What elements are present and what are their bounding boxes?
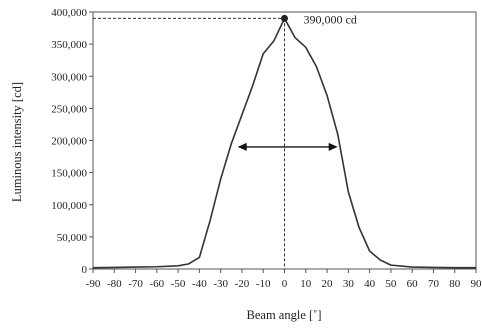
- beam-width-arrowhead-left: [237, 142, 247, 151]
- y-axis-title: Luminous intensity [cd]: [10, 82, 24, 202]
- x-tick-label: -60: [149, 278, 164, 290]
- x-tick-label: -30: [213, 278, 228, 290]
- x-tick-label: 90: [471, 278, 482, 290]
- y-tick-label: 0: [82, 264, 88, 276]
- x-tick-label: -10: [256, 278, 271, 290]
- x-tick-label: -70: [128, 278, 143, 290]
- x-tick-label: -90: [86, 278, 101, 290]
- x-tick-label: -20: [235, 278, 250, 290]
- beam-width-arrowhead-right: [328, 142, 338, 151]
- x-tick-label: 70: [428, 278, 440, 290]
- y-tick-label: 200,000: [51, 136, 87, 148]
- x-tick-label: -40: [192, 278, 207, 290]
- x-axis-ticks: -90 -80 -70 -60 -50 -40 -30 -20 -10 0 10 20 30 40 50 60…: [86, 269, 482, 290]
- x-tick-label: -80: [107, 278, 122, 290]
- y-tick-label: 150,000: [51, 168, 87, 180]
- y-tick-label: 250,000: [51, 103, 87, 115]
- y-tick-label: 50,000: [57, 232, 88, 244]
- y-tick-label: 350,000: [51, 39, 87, 51]
- x-tick-label: 80: [449, 278, 461, 290]
- x-tick-label: 60: [407, 278, 419, 290]
- peak-label: 390,000 cd: [304, 12, 357, 26]
- y-tick-label: 300,000: [51, 71, 87, 83]
- y-axis-ticks: 0 50,000 100,000 150,000 200,000 250,000 300,0…: [51, 7, 93, 276]
- x-tick-label: 10: [300, 278, 312, 290]
- x-tick-label: 50: [385, 278, 397, 290]
- x-tick-label: 20: [322, 278, 334, 290]
- x-tick-label: 0: [282, 278, 288, 290]
- x-axis-title: Beam angle [˚]: [247, 308, 322, 322]
- x-tick-label: 40: [364, 278, 376, 290]
- y-tick-label: 100,000: [51, 200, 87, 212]
- y-tick-label: 400,000: [51, 7, 87, 19]
- plot-area: 390,000 cd: [92, 11, 477, 270]
- x-tick-label: -50: [171, 278, 186, 290]
- peak-marker: [281, 14, 288, 22]
- x-tick-label: 30: [343, 278, 355, 290]
